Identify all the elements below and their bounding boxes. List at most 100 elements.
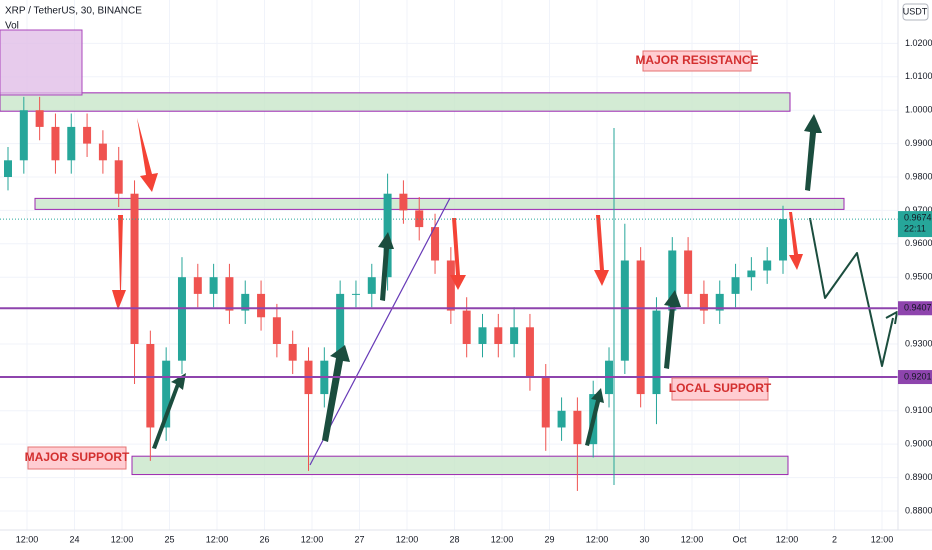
x-tick-label: 12:00 — [776, 534, 799, 544]
down-arrow — [789, 212, 803, 270]
annotation: MAJOR SUPPORT — [25, 450, 130, 464]
candle-body — [652, 310, 661, 395]
candle-body — [83, 126, 92, 144]
level-label: 0.9407 — [904, 303, 932, 313]
candle-body — [668, 250, 677, 311]
x-tick-label: 12:00 — [681, 534, 704, 544]
candle-body — [747, 270, 756, 278]
candle-body — [510, 327, 519, 344]
x-tick-label: 27 — [354, 534, 364, 544]
candle-body — [4, 160, 12, 178]
y-tick-label: 0.9800 — [905, 171, 932, 181]
x-tick-label: 26 — [259, 534, 269, 544]
last-price-label: 0.9674 — [904, 212, 932, 222]
down-arrow — [450, 218, 466, 290]
annotation-box — [27, 446, 127, 470]
candle-body — [98, 143, 107, 161]
candle-body — [241, 293, 250, 311]
x-tick-label: 24 — [69, 534, 79, 544]
x-tick-label: 12:00 — [301, 534, 324, 544]
y-tick-label: 0.9700 — [905, 205, 932, 215]
x-tick-label: 29 — [544, 534, 554, 544]
candle-body — [462, 310, 471, 344]
highlight-box — [0, 29, 83, 96]
candle-body — [415, 210, 424, 228]
candle-body — [763, 260, 772, 271]
projection-arrowhead — [885, 311, 898, 325]
y-tick-label: 1.0000 — [905, 105, 932, 115]
candle-body — [162, 360, 171, 428]
level-badge — [898, 301, 932, 316]
candle-body — [731, 277, 740, 294]
y-tick-label: 0.8800 — [905, 505, 932, 515]
y-tick-label: 0.9300 — [905, 338, 932, 348]
x-tick-label: Oct — [732, 534, 747, 544]
candle-body — [272, 317, 281, 344]
y-tick-label: 1.0200 — [905, 38, 932, 48]
level-badge — [898, 370, 932, 385]
candle-body — [399, 193, 408, 211]
up-arrow — [322, 345, 350, 442]
candle-body — [779, 219, 787, 261]
y-tick-label: 0.9000 — [905, 439, 932, 449]
currency: USDT — [903, 6, 928, 16]
y-tick-label: 0.9100 — [905, 405, 932, 415]
candle-body — [51, 126, 60, 161]
candle-body — [209, 277, 218, 294]
candle-body — [557, 410, 566, 428]
y-tick-label: 0.9900 — [905, 138, 932, 148]
y-axis: 1.02001.01001.00000.99000.98000.97000.96… — [898, 38, 932, 515]
candle-body — [684, 250, 693, 294]
candle-body — [193, 277, 202, 294]
countdown: 22:11 — [904, 223, 926, 233]
annotation: LOCAL SUPPORT — [669, 381, 772, 395]
x-tick-label: 12:00 — [16, 534, 39, 544]
candle-body — [177, 277, 186, 361]
y-tick-label: 0.9500 — [905, 272, 932, 282]
y-tick-label: 0.9600 — [905, 238, 932, 248]
x-tick-label: 12:00 — [396, 534, 419, 544]
up-arrow — [152, 373, 186, 449]
x-tick-label: 25 — [164, 534, 174, 544]
y-tick-label: 1.0100 — [905, 71, 932, 81]
down-arrow — [594, 215, 609, 286]
up-arrow — [804, 114, 822, 191]
zones — [0, 92, 845, 476]
candle-body — [288, 343, 297, 361]
candle-body — [431, 227, 440, 261]
up-arrow — [585, 388, 604, 446]
levels — [0, 218, 898, 379]
candle-body — [351, 293, 360, 295]
candle-body — [699, 293, 708, 311]
candle-body — [446, 260, 455, 311]
candle-body — [257, 293, 266, 318]
x-tick-label: 12:00 — [586, 534, 609, 544]
candle-body — [367, 277, 376, 294]
candle-body — [130, 193, 139, 344]
candle-body — [620, 260, 629, 361]
x-tick-label: 28 — [449, 534, 459, 544]
annotation-box — [671, 377, 769, 401]
candle-body — [636, 260, 645, 395]
candle-body — [114, 160, 123, 194]
candle-body — [541, 377, 550, 428]
candle-body — [525, 327, 534, 378]
zone — [131, 455, 789, 476]
candle-body — [35, 110, 44, 127]
candle-body — [67, 126, 76, 161]
x-tick-label: 12:00 — [871, 534, 894, 544]
volume-label: Vol — [5, 21, 19, 32]
chart-title: XRP / TetherUS, 30, BINANCE — [5, 6, 142, 17]
candle-body — [478, 327, 487, 344]
annotation: MAJOR RESISTANCE — [635, 53, 758, 67]
last-price-badge — [898, 211, 932, 238]
x-tick-label: 12:00 — [111, 534, 134, 544]
arrows — [112, 114, 898, 449]
x-tick-label: 12:00 — [206, 534, 229, 544]
up-arrow — [378, 232, 394, 301]
candle-body — [494, 327, 503, 344]
zone — [34, 197, 845, 210]
projection-path — [809, 217, 894, 367]
up-arrow — [664, 290, 681, 369]
candle-body — [225, 277, 234, 311]
